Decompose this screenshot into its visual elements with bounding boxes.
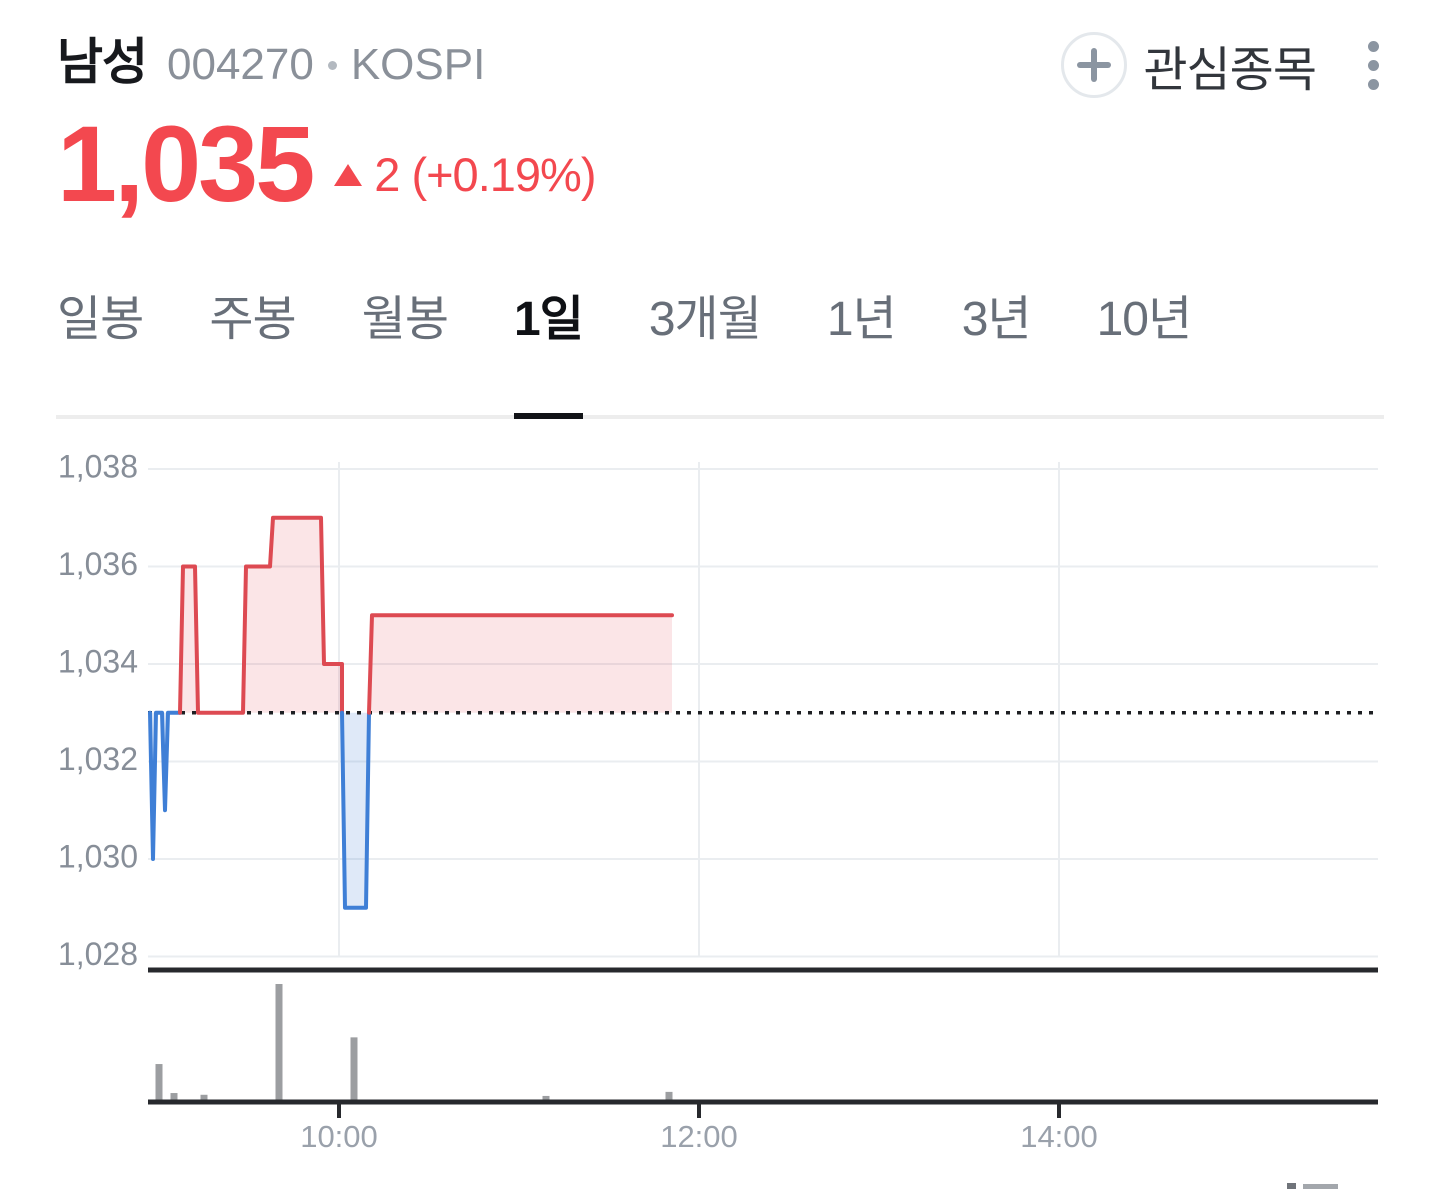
add-watchlist-button[interactable]: 관심종목	[1061, 30, 1317, 100]
up-arrow-icon	[334, 163, 363, 186]
price-line-up	[178, 515, 344, 715]
dot-separator-icon	[327, 60, 337, 70]
y-axis-label: 1,038	[58, 448, 138, 484]
time-axis-label: 12:00	[660, 1119, 738, 1154]
tab-10years[interactable]: 10년	[1096, 293, 1193, 346]
y-axis-label: 1,028	[58, 936, 138, 972]
price-line-down	[340, 710, 371, 910]
volume-bar	[170, 1093, 178, 1100]
stock-code: 004270	[167, 40, 314, 89]
price-line-up	[367, 613, 674, 715]
stock-meta: 004270 KOSPI	[167, 40, 485, 90]
watchlist-label: 관심종목	[1143, 44, 1317, 97]
price-area-up	[369, 615, 672, 713]
tab-monthly-candle[interactable]: 월봉	[361, 293, 449, 346]
change-text: 2 (+0.19%)	[374, 148, 596, 201]
tab-3months[interactable]: 3개월	[648, 293, 762, 346]
tab-1year[interactable]: 1년	[826, 293, 897, 346]
stock-name: 남성	[57, 34, 148, 90]
volume-bar	[155, 1064, 163, 1100]
time-axis-label: 10:00	[300, 1119, 378, 1154]
time-axis-label: 14:00	[1020, 1119, 1098, 1154]
y-axis-label: 1,034	[58, 643, 138, 679]
price-change: 2 (+0.19%)	[334, 147, 596, 202]
more-menu-button[interactable]	[1364, 37, 1383, 94]
volume-bar	[350, 1037, 358, 1100]
y-axis-label: 1,036	[58, 546, 138, 582]
tab-daily-candle[interactable]: 일봉	[57, 293, 144, 346]
volume-bar	[665, 1091, 673, 1100]
y-axis-label: 1,030	[58, 838, 138, 874]
tab-1day[interactable]: 1일	[513, 293, 584, 419]
price-area-up	[180, 517, 342, 713]
tab-separator	[56, 415, 1384, 419]
price-area-down	[342, 712, 369, 908]
plus-circle-icon	[1061, 32, 1128, 98]
chart-period-tabs: 일봉 주봉 월봉 1일 3개월 1년 3년 10년	[0, 292, 1440, 420]
volume-bar	[200, 1094, 208, 1100]
price-line-down	[148, 710, 182, 861]
stock-header: 남성 004270 KOSPI 관심종목 1,035	[0, 0, 1440, 218]
current-price: 1,035	[57, 103, 315, 224]
volume-bar	[542, 1095, 550, 1100]
intraday-price-chart[interactable]: 1,038 1,036 1,034 1,032 1,030 1,028 10:00 12:00…	[0, 440, 1440, 1187]
partial-toolbar-icon	[1287, 1183, 1296, 1189]
volume-bar	[275, 984, 283, 1100]
y-axis-label: 1,032	[58, 741, 138, 777]
tab-weekly-candle[interactable]: 주봉	[209, 293, 296, 346]
market-label: KOSPI	[350, 40, 486, 89]
stock-title-group: 남성 004270 KOSPI	[57, 22, 485, 94]
tab-3years[interactable]: 3년	[961, 293, 1032, 346]
